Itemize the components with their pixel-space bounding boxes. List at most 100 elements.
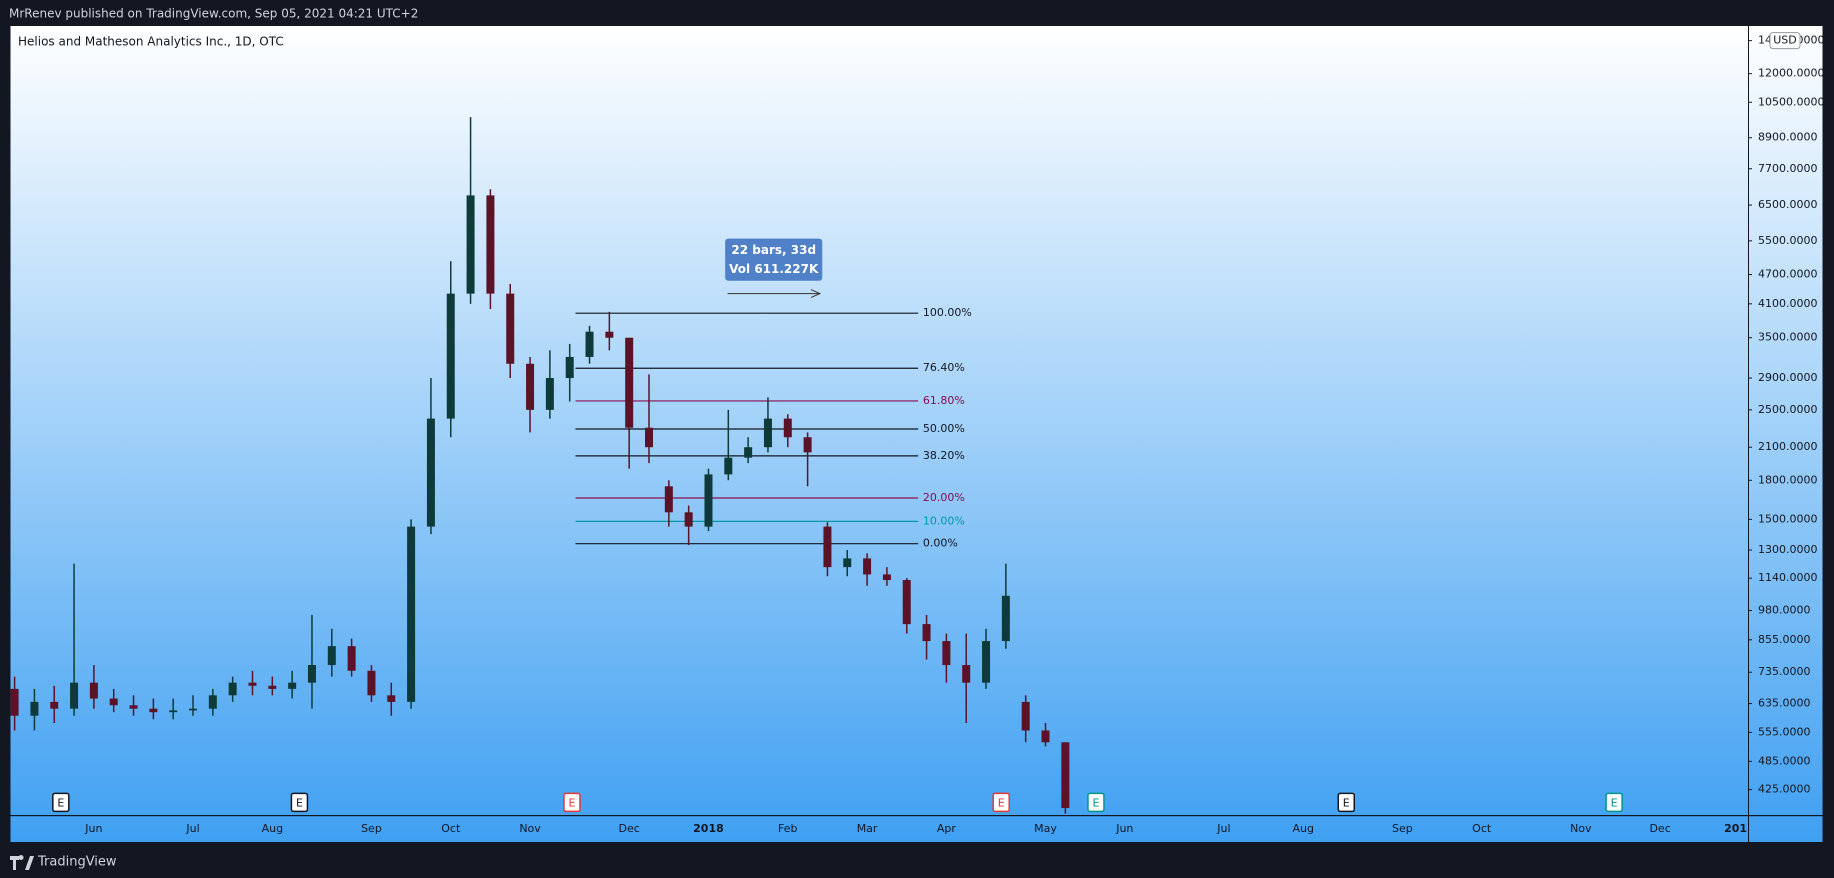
measure-volume: Vol 611.227K — [729, 262, 819, 276]
currency-label: USD — [1773, 34, 1797, 47]
y-tick-label: 5500.0000 — [1758, 234, 1818, 247]
price-axis: 425.0000 485.0000 555.0000 635.0000 735.0000… — [1748, 32, 1824, 796]
event-marker — [290, 792, 309, 813]
candle-body — [863, 558, 872, 575]
candle-body — [763, 418, 772, 448]
candle-body — [189, 708, 198, 711]
fib-label: 76.40% — [923, 361, 965, 374]
candle-body — [109, 698, 118, 706]
candle-body — [982, 641, 991, 683]
fib-label: 20.00% — [923, 491, 965, 504]
x-tick-label: May — [1034, 822, 1057, 835]
y-tick-label: 2900.0000 — [1758, 371, 1818, 384]
event-label: E — [998, 796, 1005, 809]
chart-title: Helios and Matheson Analytics Inc., 1D, … — [18, 35, 284, 49]
y-tick-label: 1140.0000 — [1758, 571, 1818, 584]
candle-body — [149, 708, 158, 713]
candle-body — [367, 670, 376, 696]
x-tick-label: Dec — [1649, 822, 1670, 835]
y-tick-label: 4700.0000 — [1758, 268, 1818, 281]
candle-body — [783, 418, 792, 438]
y-tick-label: 425.0000 — [1758, 783, 1811, 796]
time-axis-border — [10, 815, 1823, 817]
candle-body — [545, 378, 554, 410]
candle-body — [486, 195, 495, 294]
x-tick-label: 2018 — [693, 822, 724, 835]
event-marker — [1337, 792, 1356, 813]
x-tick-label: Feb — [778, 822, 797, 835]
fib-label: 38.20% — [923, 449, 965, 462]
candle-body — [664, 486, 673, 513]
candle-body — [268, 685, 277, 689]
candle-body — [506, 293, 515, 364]
fib-label: 50.00% — [923, 422, 965, 435]
event-label: E — [1092, 796, 1099, 809]
candle-body — [288, 682, 297, 689]
candle-body — [228, 682, 237, 696]
event-marker — [1605, 792, 1623, 813]
candle-body — [466, 195, 475, 294]
y-tick-label: 2100.0000 — [1758, 440, 1818, 453]
candle-body — [724, 457, 733, 475]
candle-body — [208, 695, 217, 709]
y-tick-label: 10500.0000 — [1758, 95, 1824, 108]
y-tick-label: 4100.0000 — [1758, 297, 1818, 310]
candle-body — [704, 474, 713, 527]
y-tick-label: 2500.0000 — [1758, 403, 1818, 416]
event-label: E — [296, 796, 303, 809]
candle-body — [70, 682, 79, 709]
candle-body — [843, 558, 852, 568]
candle-body — [605, 331, 614, 338]
candle-body — [744, 447, 753, 458]
candle-body — [526, 363, 535, 410]
candle-body — [962, 665, 971, 683]
y-tick-label: 635.0000 — [1758, 697, 1811, 710]
x-tick-label: Nov — [519, 822, 541, 835]
measure-bars: 22 bars, 33d — [731, 243, 816, 257]
event-label: E — [1611, 796, 1618, 809]
candle-body — [1061, 742, 1070, 809]
fib-label: 61.80% — [923, 394, 965, 407]
y-tick-label: 7700.0000 — [1758, 162, 1818, 175]
candle-body — [10, 688, 19, 716]
x-tick-label: Apr — [937, 822, 957, 835]
candle-body — [426, 418, 435, 527]
x-tick-label: Dec — [619, 822, 640, 835]
candle-body — [446, 293, 455, 419]
x-tick-label: Aug — [262, 822, 283, 835]
x-tick-label: Mar — [857, 822, 878, 835]
y-tick-label: 1300.0000 — [1758, 543, 1818, 556]
publisher: MrRenev published on TradingView.com, Se… — [9, 7, 418, 21]
x-tick-label: Jun — [84, 822, 102, 835]
candle-body — [1021, 701, 1030, 731]
x-tick-label: Oct — [1472, 822, 1492, 835]
candle-body — [89, 682, 98, 699]
y-tick-label: 8900.0000 — [1758, 131, 1818, 144]
candle-body — [684, 512, 693, 527]
x-tick-label: Sep — [1392, 822, 1413, 835]
y-tick-label: 6500.0000 — [1758, 198, 1818, 211]
y-tick-label: 735.0000 — [1758, 665, 1811, 678]
candle-body — [407, 526, 416, 702]
x-tick-label: Jul — [1216, 822, 1230, 835]
x-tick-label: Jul — [185, 822, 199, 835]
candle-body — [30, 701, 39, 716]
y-tick-label: 980.0000 — [1758, 604, 1811, 617]
y-tick-label: 1500.0000 — [1758, 512, 1818, 525]
y-tick-label: 855.0000 — [1758, 633, 1811, 646]
event-label: E — [1343, 796, 1350, 809]
candle-body — [942, 641, 951, 666]
fib-label: 0.00% — [923, 537, 958, 550]
measure-box — [725, 238, 823, 281]
candle-body — [1041, 730, 1050, 743]
candle-body — [1001, 595, 1010, 642]
event-label: E — [57, 796, 64, 809]
candle-body — [129, 705, 138, 709]
candle-body — [823, 526, 832, 568]
chart-background — [10, 26, 1823, 842]
candle-body — [387, 695, 396, 702]
y-tick-label: 3500.0000 — [1758, 331, 1818, 344]
event-label: E — [568, 796, 575, 809]
x-tick-label: 2019 — [1724, 822, 1755, 835]
x-tick-label: Aug — [1293, 822, 1314, 835]
